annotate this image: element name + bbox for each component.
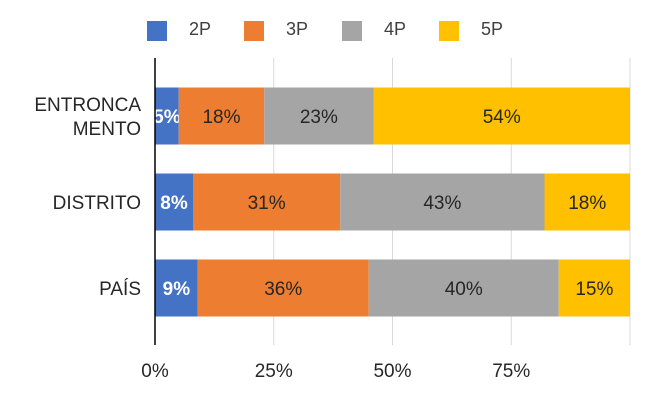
bar-segment (544, 173, 630, 231)
legend-label: 3P (286, 19, 309, 39)
data-label: 43% (423, 193, 461, 214)
category-label: ENTRONCA (34, 95, 141, 116)
legend-swatch (439, 21, 459, 41)
data-label: 18% (202, 107, 240, 128)
data-label: 40% (445, 279, 483, 300)
data-label: 8% (160, 193, 188, 214)
bar-segment (178, 87, 265, 145)
data-label: 18% (568, 193, 606, 214)
data-label: 5% (153, 107, 181, 128)
legend-swatch (342, 21, 362, 41)
data-label: 15% (575, 279, 613, 300)
bar-segment (264, 87, 374, 145)
bar-segment (340, 173, 545, 231)
bar-segment (368, 259, 559, 317)
category-label: MENTO (73, 119, 141, 140)
x-tick-label: 75% (492, 361, 530, 382)
bar-segment (193, 173, 341, 231)
legend: 2P 3P 4P 5P (0, 14, 650, 48)
data-label: 23% (300, 107, 338, 128)
bar-segment (155, 173, 193, 231)
legend-swatch (244, 21, 264, 41)
data-label: 54% (483, 107, 521, 128)
x-tick-label: 0% (141, 361, 169, 382)
x-tick-label: 25% (255, 361, 293, 382)
data-label: 36% (264, 279, 302, 300)
bar-segment (197, 259, 369, 317)
bar-segment (373, 87, 630, 145)
bar-segment (155, 87, 179, 145)
bar-segment (558, 259, 630, 317)
category-label: PAÍS (99, 279, 141, 300)
legend-label: 2P (189, 19, 212, 39)
x-tick-label: 50% (373, 361, 411, 382)
legend-label: 4P (384, 19, 407, 39)
bar-segment (155, 259, 198, 317)
legend-swatch (147, 21, 167, 41)
data-label: 31% (248, 193, 286, 214)
data-label: 9% (163, 279, 191, 300)
legend-label: 5P (481, 19, 504, 39)
category-label: DISTRITO (53, 193, 141, 214)
